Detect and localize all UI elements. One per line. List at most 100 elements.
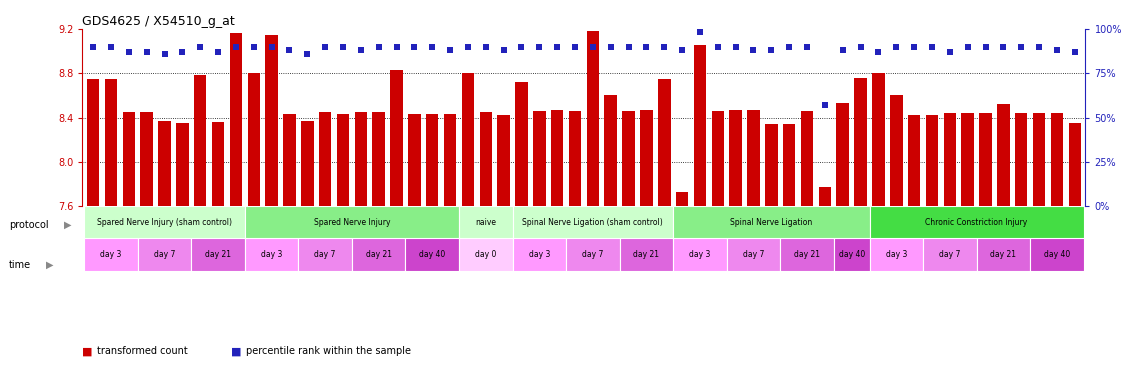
Bar — [962, 113, 974, 206]
Bar — [586, 31, 599, 206]
Bar — [727, 238, 780, 271]
Point — [1048, 47, 1066, 53]
Bar — [819, 187, 831, 206]
Bar — [408, 114, 420, 206]
Bar — [372, 112, 385, 206]
Text: ■: ■ — [231, 346, 242, 356]
Bar — [85, 238, 137, 271]
Text: day 40: day 40 — [419, 250, 445, 259]
Bar — [299, 238, 352, 271]
Point — [387, 43, 405, 50]
Bar — [908, 115, 921, 206]
Text: percentile rank within the sample: percentile rank within the sample — [246, 346, 411, 356]
Point — [191, 43, 210, 50]
Bar — [923, 238, 977, 271]
Text: day 40: day 40 — [838, 250, 864, 259]
Point — [941, 49, 960, 55]
Text: day 7: day 7 — [743, 250, 764, 259]
Point — [262, 43, 281, 50]
Text: day 21: day 21 — [205, 250, 231, 259]
Point — [690, 29, 709, 35]
Bar — [834, 238, 869, 271]
Point — [156, 51, 174, 57]
Point — [584, 43, 602, 50]
Bar — [979, 113, 992, 206]
Bar — [869, 238, 923, 271]
Text: day 7: day 7 — [939, 250, 961, 259]
Point — [84, 43, 102, 50]
Text: day 7: day 7 — [582, 250, 603, 259]
Bar — [800, 111, 813, 206]
Point — [281, 47, 299, 53]
Bar — [85, 206, 245, 238]
Point — [352, 47, 370, 53]
Point — [977, 43, 995, 50]
Point — [815, 102, 834, 108]
Point — [1012, 43, 1030, 50]
Point — [208, 49, 227, 55]
Text: day 7: day 7 — [315, 250, 335, 259]
Point — [512, 43, 530, 50]
Point — [405, 43, 424, 50]
Point — [601, 43, 619, 50]
Text: day 21: day 21 — [793, 250, 820, 259]
Text: Spared Nerve Injury: Spared Nerve Injury — [314, 218, 390, 227]
Text: Spinal Nerve Ligation (sham control): Spinal Nerve Ligation (sham control) — [522, 218, 663, 227]
Bar — [515, 82, 528, 206]
Bar — [977, 238, 1030, 271]
Bar — [461, 73, 474, 206]
Bar — [640, 110, 653, 206]
Bar — [605, 95, 617, 206]
Bar — [1030, 238, 1083, 271]
Bar — [569, 111, 582, 206]
Bar — [337, 114, 349, 206]
Bar — [1033, 113, 1045, 206]
Bar — [405, 238, 459, 271]
Text: day 3: day 3 — [885, 250, 907, 259]
Bar — [301, 121, 314, 206]
Point — [869, 49, 887, 55]
Bar — [459, 206, 513, 238]
Bar — [137, 238, 191, 271]
Bar — [619, 238, 673, 271]
Bar — [566, 238, 619, 271]
Bar — [673, 238, 727, 271]
Bar — [534, 111, 545, 206]
Text: time: time — [9, 260, 31, 270]
Point — [852, 43, 870, 50]
Bar — [711, 111, 724, 206]
Point — [495, 47, 513, 53]
Text: day 21: day 21 — [633, 250, 660, 259]
Bar — [245, 238, 299, 271]
Text: protocol: protocol — [9, 220, 49, 230]
Point — [548, 43, 567, 50]
Text: day 0: day 0 — [475, 250, 497, 259]
Point — [102, 43, 120, 50]
Bar — [869, 206, 1083, 238]
Bar — [266, 35, 278, 206]
Text: naive: naive — [475, 218, 496, 227]
Point — [298, 51, 316, 57]
Bar — [459, 238, 513, 271]
Point — [137, 49, 156, 55]
Point — [424, 43, 442, 50]
Point — [923, 43, 941, 50]
Text: ▶: ▶ — [64, 220, 72, 230]
Bar — [319, 112, 331, 206]
Point — [459, 43, 477, 50]
Bar — [87, 79, 100, 206]
Text: day 3: day 3 — [689, 250, 711, 259]
Bar — [212, 122, 224, 206]
Text: Chronic Constriction Injury: Chronic Constriction Injury — [925, 218, 1028, 227]
Bar — [1051, 113, 1064, 206]
Bar — [355, 112, 368, 206]
Bar — [676, 192, 688, 206]
Bar — [854, 78, 867, 206]
Bar — [513, 206, 673, 238]
Bar — [426, 114, 439, 206]
Text: day 40: day 40 — [1044, 250, 1071, 259]
Point — [566, 43, 584, 50]
Bar — [230, 33, 243, 206]
Point — [673, 47, 692, 53]
Point — [958, 43, 977, 50]
